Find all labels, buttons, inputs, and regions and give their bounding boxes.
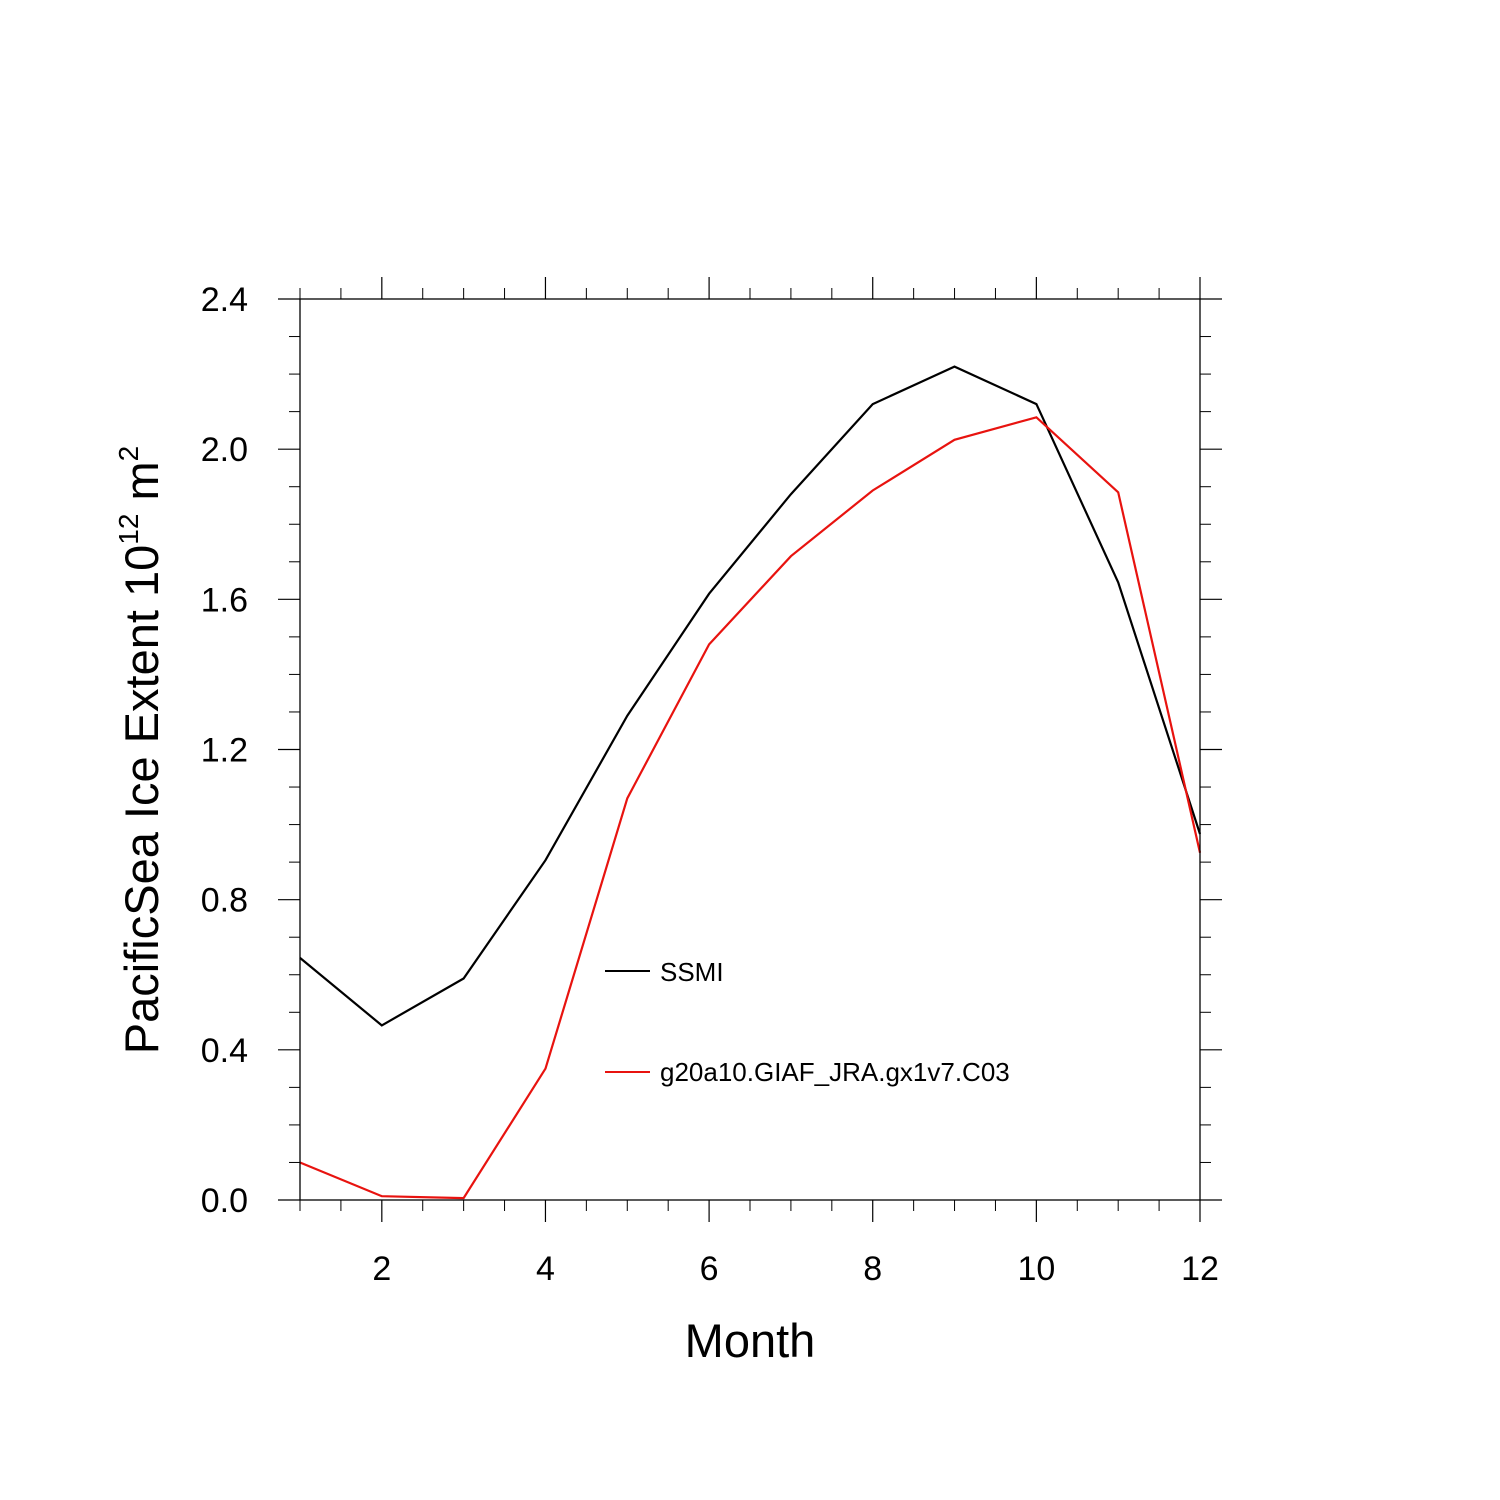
y-axis-label-unit-exponent: 2 xyxy=(113,446,144,462)
y-axis-label-main: PacificSea Ice Extent 10 xyxy=(115,545,168,1054)
series-lines xyxy=(299,365,1202,1200)
x-axis-label: Month xyxy=(685,1314,816,1367)
major-ticks xyxy=(278,277,1222,1222)
minor-ticks xyxy=(289,288,1211,1211)
y-axis-label-exponent: 12 xyxy=(113,514,144,545)
legend-label-model: g20a10.GIAF_JRA.gx1v7.C03 xyxy=(660,1057,1010,1087)
y-tick-label: 1.6 xyxy=(201,581,248,619)
series-line-ssmi xyxy=(299,365,1202,1027)
y-tick-label: 2.0 xyxy=(201,431,248,469)
legend: SSMI g20a10.GIAF_JRA.gx1v7.C03 xyxy=(605,957,1010,1087)
x-tick-label: 2 xyxy=(372,1250,391,1288)
series-line-model xyxy=(299,416,1202,1200)
legend-label-ssmi: SSMI xyxy=(660,957,724,987)
y-tick-label: 2.4 xyxy=(201,281,248,319)
plot-frame xyxy=(299,298,1201,1201)
x-tick-label: 10 xyxy=(1017,1250,1055,1288)
x-tick-labels: 2 4 6 8 10 12 xyxy=(372,1250,1219,1288)
x-tick-label: 4 xyxy=(536,1250,555,1288)
y-tick-labels: 0.0 0.4 0.8 1.2 1.6 2.0 2.4 xyxy=(201,281,248,1220)
y-axis-label: PacificSea Ice Extent 1012 m2 xyxy=(113,446,168,1054)
x-tick-label: 12 xyxy=(1181,1250,1219,1288)
y-axis-label-unit: m xyxy=(115,461,168,513)
x-tick-label: 8 xyxy=(863,1250,882,1288)
y-tick-label: 1.2 xyxy=(201,732,248,770)
y-tick-label: 0.4 xyxy=(201,1032,248,1070)
y-tick-label: 0.8 xyxy=(201,882,248,920)
x-tick-label: 6 xyxy=(700,1250,719,1288)
y-tick-label: 0.0 xyxy=(201,1182,248,1220)
